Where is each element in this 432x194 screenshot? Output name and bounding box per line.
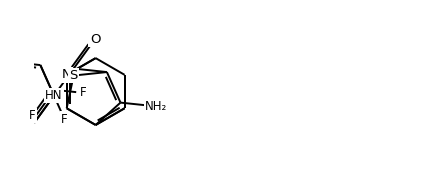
Text: F: F — [80, 86, 87, 99]
Text: S: S — [70, 69, 78, 82]
Text: HN: HN — [45, 89, 63, 102]
Text: F: F — [61, 113, 68, 126]
Text: O: O — [90, 33, 100, 46]
Text: N: N — [62, 68, 72, 81]
Text: NH₂: NH₂ — [145, 100, 167, 113]
Text: F: F — [29, 109, 35, 122]
